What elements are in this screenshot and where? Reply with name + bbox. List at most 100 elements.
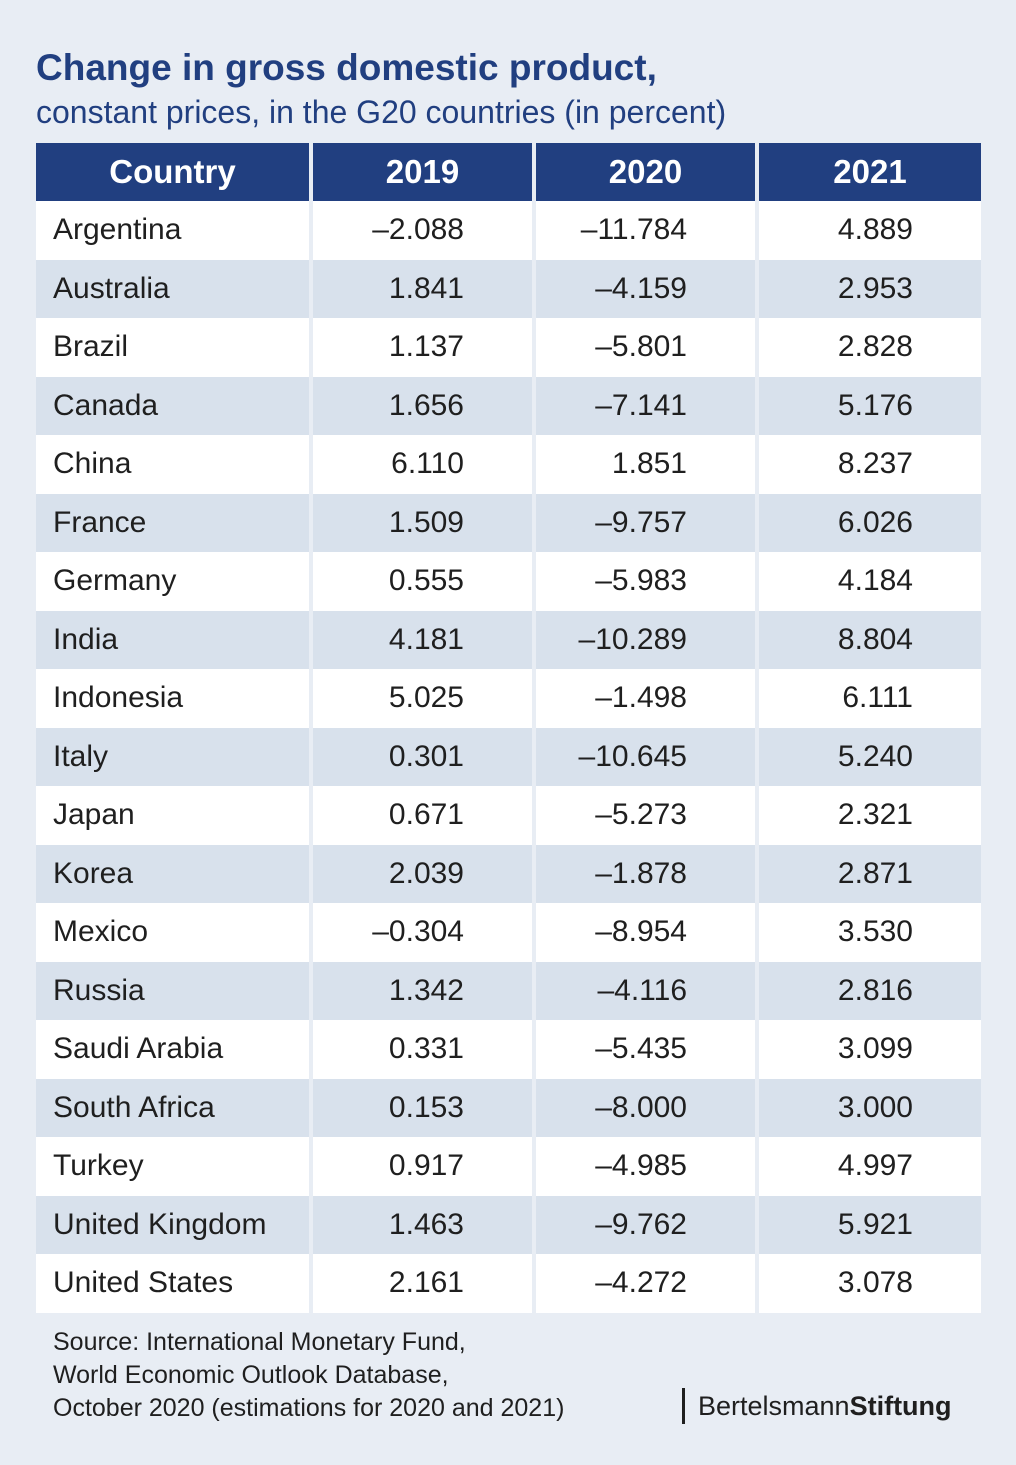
cell-country: Argentina [36, 201, 311, 260]
table-row: South Africa 0.153 –8.000 3.000 [36, 1078, 981, 1137]
cell-country: Brazil [36, 318, 311, 377]
gdp-table: Country 2019 2020 2021 Argentina –2.088 –1… [36, 143, 981, 1313]
cell-country: Mexico [36, 903, 311, 962]
cell-value-2019: –0.304 [309, 903, 534, 962]
cell-value-2020: –4.159 [532, 259, 757, 318]
table-row: Italy 0.301 –10.645 5.240 [36, 727, 981, 786]
table-row: Indonesia 5.025 –1.498 6.111 [36, 669, 981, 728]
cell-value-2020: –11.784 [532, 201, 757, 260]
table-row: Korea 2.039 –1.878 2.871 [36, 844, 981, 903]
cell-country: Turkey [36, 1137, 311, 1196]
cell-value-2019: 1.509 [309, 493, 534, 552]
cell-country: Australia [36, 259, 311, 318]
source-line: World Economic Outlook Database, [53, 1361, 449, 1389]
table-row: Japan 0.671 –5.273 2.321 [36, 786, 981, 845]
cell-value-2021: 5.921 [755, 1195, 981, 1254]
cell-value-2019: 4.181 [309, 610, 534, 669]
cell-value-2021: 4.997 [755, 1137, 981, 1196]
cell-country: China [36, 435, 311, 494]
cell-country: India [36, 610, 311, 669]
table-row: Saudi Arabia 0.331 –5.435 3.099 [36, 1020, 981, 1079]
cell-country: Italy [36, 727, 311, 786]
cell-value-2020: –1.498 [532, 669, 757, 728]
table-row: Brazil 1.137 –5.801 2.828 [36, 318, 981, 377]
cell-country: Saudi Arabia [36, 1020, 311, 1079]
cell-value-2019: 0.331 [309, 1020, 534, 1079]
cell-value-2021: 3.000 [755, 1078, 981, 1137]
table-header-row: Country 2019 2020 2021 [36, 143, 981, 201]
source-note: Source: International Monetary Fund, Wor… [53, 1326, 564, 1425]
cell-value-2021: 2.953 [755, 259, 981, 318]
logo-text-regular: Bertelsmann [698, 1391, 850, 1421]
column-header-2019: 2019 [309, 143, 534, 201]
cell-country: South Africa [36, 1078, 311, 1137]
cell-value-2020: –5.801 [532, 318, 757, 377]
table-row: India 4.181 –10.289 8.804 [36, 610, 981, 669]
cell-value-2021: 3.078 [755, 1254, 981, 1313]
cell-value-2020: –4.985 [532, 1137, 757, 1196]
source-line: Source: International Monetary Fund, [53, 1328, 466, 1356]
cell-value-2019: 0.301 [309, 727, 534, 786]
cell-value-2020: 1.851 [532, 435, 757, 494]
bertelsmann-stiftung-logo: BertelsmannStiftung [682, 1388, 952, 1424]
cell-value-2019: 1.463 [309, 1195, 534, 1254]
cell-country: Indonesia [36, 669, 311, 728]
cell-value-2019: 6.110 [309, 435, 534, 494]
cell-value-2021: 8.237 [755, 435, 981, 494]
cell-value-2020: –10.645 [532, 727, 757, 786]
table-row: United States 2.161 –4.272 3.078 [36, 1254, 981, 1313]
table-row: Mexico –0.304 –8.954 3.530 [36, 903, 981, 962]
column-header-2021: 2021 [755, 143, 981, 201]
logo-text-bold: Stiftung [849, 1391, 952, 1421]
cell-value-2019: 0.671 [309, 786, 534, 845]
cell-value-2021: 2.871 [755, 844, 981, 903]
table-body: Argentina –2.088 –11.784 4.889 Australia 1.84… [36, 201, 981, 1313]
cell-value-2021: 2.816 [755, 961, 981, 1020]
cell-value-2021: 3.530 [755, 903, 981, 962]
cell-value-2019: 1.656 [309, 376, 534, 435]
cell-value-2020: –5.983 [532, 552, 757, 611]
table-row: Turkey 0.917 –4.985 4.997 [36, 1137, 981, 1196]
cell-value-2019: 2.161 [309, 1254, 534, 1313]
cell-value-2021: 8.804 [755, 610, 981, 669]
cell-value-2020: –4.116 [532, 961, 757, 1020]
column-header-2020: 2020 [532, 143, 757, 201]
cell-value-2020: –5.435 [532, 1020, 757, 1079]
page-title: Change in gross domestic product, [36, 47, 657, 88]
cell-value-2021: 6.111 [755, 669, 981, 728]
cell-country: Japan [36, 786, 311, 845]
cell-value-2019: 2.039 [309, 844, 534, 903]
cell-value-2019: –2.088 [309, 201, 534, 260]
cell-country: France [36, 493, 311, 552]
cell-country: United States [36, 1254, 311, 1313]
source-line: October 2020 (estimations for 2020 and 2… [53, 1394, 565, 1422]
cell-value-2021: 4.184 [755, 552, 981, 611]
cell-value-2021: 4.889 [755, 201, 981, 260]
cell-value-2019: 0.917 [309, 1137, 534, 1196]
cell-value-2019: 1.137 [309, 318, 534, 377]
page-subtitle: constant prices, in the G20 countries (i… [36, 94, 727, 130]
cell-value-2019: 1.342 [309, 961, 534, 1020]
table-row: Australia 1.841 –4.159 2.953 [36, 259, 981, 318]
cell-value-2020: –8.954 [532, 903, 757, 962]
cell-value-2019: 5.025 [309, 669, 534, 728]
cell-value-2019: 1.841 [309, 259, 534, 318]
cell-value-2021: 2.321 [755, 786, 981, 845]
cell-value-2020: –8.000 [532, 1078, 757, 1137]
cell-value-2020: –9.757 [532, 493, 757, 552]
table-row: Canada 1.656 –7.141 5.176 [36, 376, 981, 435]
table-row: France 1.509 –9.757 6.026 [36, 493, 981, 552]
cell-value-2019: 0.555 [309, 552, 534, 611]
cell-country: Germany [36, 552, 311, 611]
cell-value-2021: 5.240 [755, 727, 981, 786]
table-row: Argentina –2.088 –11.784 4.889 [36, 201, 981, 260]
table-row: United Kingdom 1.463 –9.762 5.921 [36, 1195, 981, 1254]
cell-value-2021: 6.026 [755, 493, 981, 552]
cell-value-2021: 2.828 [755, 318, 981, 377]
cell-value-2021: 5.176 [755, 376, 981, 435]
cell-value-2020: –9.762 [532, 1195, 757, 1254]
cell-value-2020: –5.273 [532, 786, 757, 845]
table-row: China 6.110 1.851 8.237 [36, 435, 981, 494]
cell-country: United Kingdom [36, 1195, 311, 1254]
cell-value-2020: –10.289 [532, 610, 757, 669]
